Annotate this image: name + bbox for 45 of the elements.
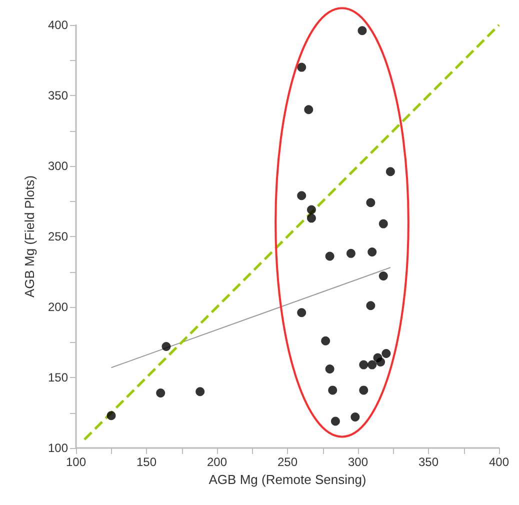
y-tick-label: 200 [48, 300, 68, 314]
point [378, 271, 388, 280]
y-tick-label: 300 [48, 159, 68, 173]
point [359, 360, 368, 370]
point [350, 412, 360, 422]
point [346, 248, 356, 258]
point [368, 360, 377, 370]
point [378, 219, 388, 228]
point [321, 336, 330, 346]
point [382, 349, 391, 358]
point [325, 364, 334, 374]
x-tick-label: 350 [418, 455, 439, 469]
point [297, 191, 306, 200]
point [297, 62, 306, 72]
x-tick-label: 100 [66, 455, 86, 469]
point [386, 167, 395, 176]
point [162, 342, 171, 351]
point [376, 357, 386, 366]
point [366, 198, 376, 208]
point [196, 387, 205, 396]
point [325, 252, 334, 261]
point [306, 214, 316, 223]
x-tick-label: 250 [277, 455, 298, 469]
point [359, 386, 368, 395]
y-tick-label: 350 [48, 88, 68, 102]
point [304, 105, 314, 114]
point [306, 205, 316, 214]
point [368, 248, 377, 257]
y-axis-title: AGB Mg (Field Plots) [22, 175, 37, 298]
point [358, 26, 367, 36]
y-tick-label: 150 [48, 370, 68, 384]
x-tick-label: 200 [206, 455, 228, 469]
x-tick-label: 400 [488, 455, 510, 469]
x-tick-label: 300 [348, 455, 368, 469]
y-tick-label: 100 [48, 441, 68, 455]
point [156, 388, 166, 398]
x-tick-label: 150 [136, 455, 157, 469]
point [330, 416, 340, 426]
point [366, 301, 376, 310]
point [297, 308, 306, 318]
y-tick-label: 250 [48, 230, 68, 244]
point [328, 386, 338, 395]
x-axis-title: AGB Mg (Remote Sensing) [208, 472, 366, 487]
point [106, 411, 116, 420]
y-tick-label: 400 [48, 18, 68, 32]
